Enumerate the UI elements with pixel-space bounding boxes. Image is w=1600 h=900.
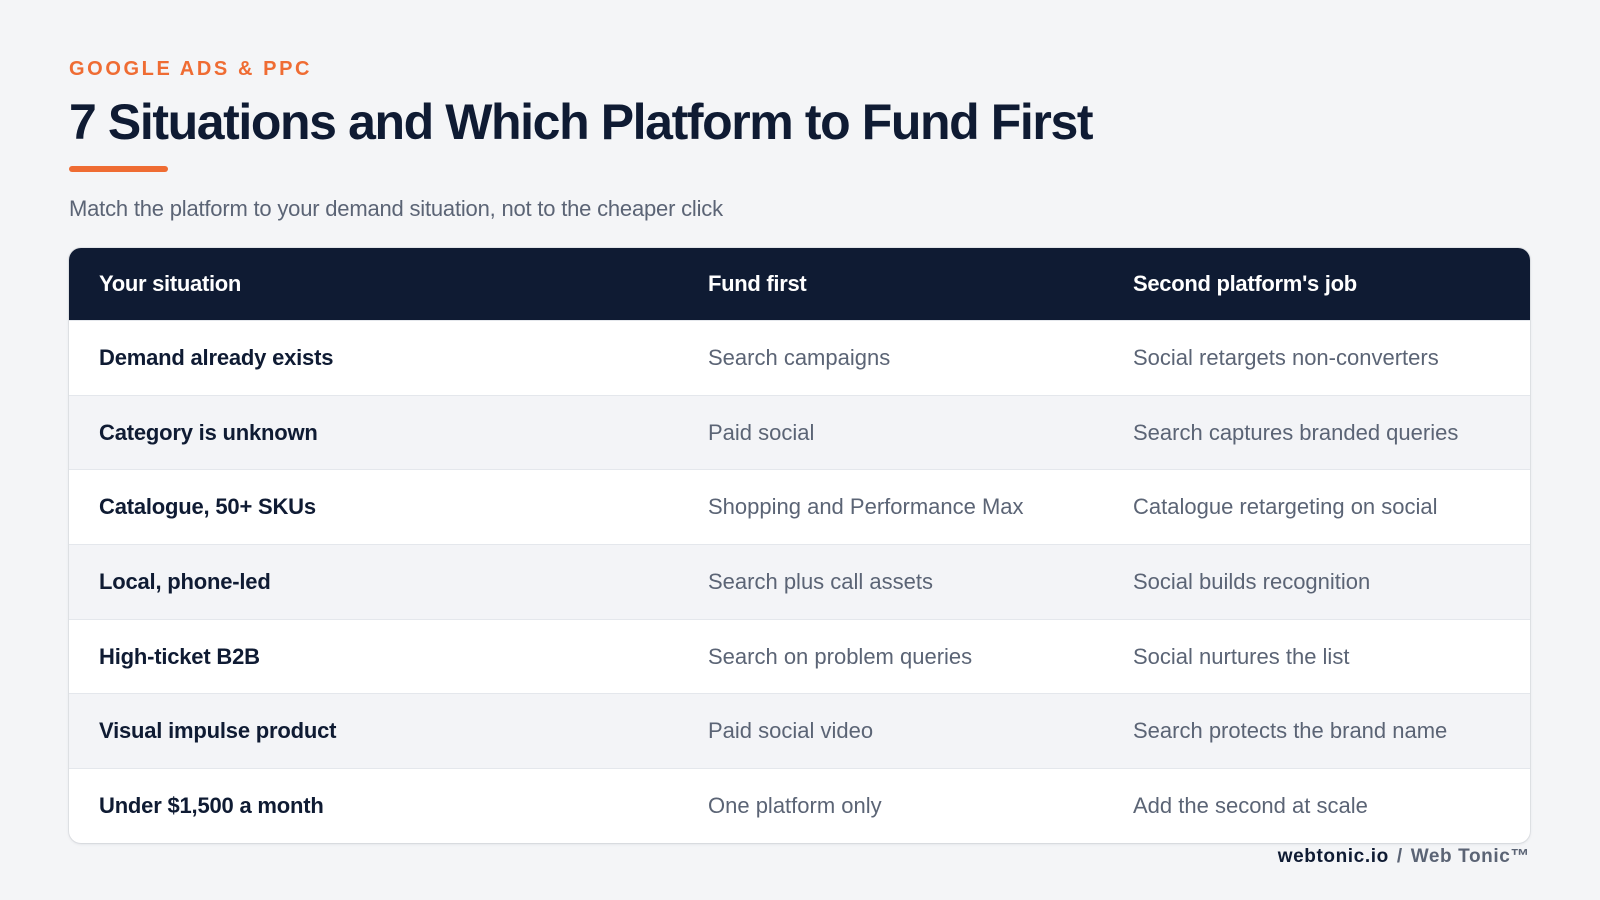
second-platform-cell: Add the second at scale [1133,792,1368,818]
page-title: 7 Situations and Which Platform to Fund … [69,94,1094,150]
table-row: Demand already exists Search campaigns S… [69,320,1530,395]
second-platform-cell: Search captures branded queries [1133,419,1459,445]
column-header-situation: Your situation [99,271,242,296]
situation-cell: Catalogue, 50+ SKUs [99,494,316,520]
situation-cell: Local, phone-led [99,568,271,594]
second-platform-cell: Social nurtures the list [1133,643,1350,669]
page-subtitle: Match the platform to your demand situat… [69,196,723,221]
fund-first-cell: Shopping and Performance Max [708,494,1024,520]
fund-first-cell: One platform only [708,792,882,818]
platform-table: Your situation Fund first Second platfor… [69,248,1530,843]
slide: GOOGLE ADS & PPC 7 Situations and Which … [69,0,1530,900]
table-row: Local, phone-led Search plus call assets… [69,544,1530,619]
fund-first-cell: Paid social video [708,718,874,744]
fund-first-cell: Paid social [708,419,815,445]
table-row: Category is unknown Paid social Search c… [69,394,1530,470]
table-row: Visual impulse product Paid social video… [69,693,1530,769]
column-header-second-platform: Second platform's job [1133,271,1357,296]
situation-cell: Under $1,500 a month [99,792,324,818]
table-row: Under $1,500 a month One platform only A… [69,768,1530,843]
eyebrow-label: GOOGLE ADS & PPC [69,58,313,80]
footer-domain: webtonic.io [1277,846,1389,867]
table-row: Catalogue, 50+ SKUs Shopping and Perform… [69,469,1530,544]
second-platform-cell: Social builds recognition [1133,568,1371,594]
situation-cell: Visual impulse product [99,718,337,744]
table-row: High-ticket B2B Search on problem querie… [69,618,1530,694]
situation-cell: High-ticket B2B [99,643,260,669]
second-platform-cell: Social retargets non-converters [1133,344,1439,370]
title-underline [69,166,168,172]
column-header-fund-first: Fund first [708,271,807,296]
fund-first-cell: Search plus call assets [708,568,933,594]
second-platform-cell: Catalogue retargeting on social [1133,494,1438,520]
footer-credit: webtonic.io / Web Tonic™ [1278,846,1530,868]
table-header-row: Your situation Fund first Second platfor… [69,248,1530,320]
second-platform-cell: Search protects the brand name [1133,718,1448,744]
footer-brand: Web Tonic™ [1410,846,1530,867]
footer-separator: / [1396,846,1403,867]
situation-cell: Demand already exists [99,344,334,370]
fund-first-cell: Search on problem queries [708,643,973,669]
situation-cell: Category is unknown [99,419,318,445]
fund-first-cell: Search campaigns [708,344,891,370]
